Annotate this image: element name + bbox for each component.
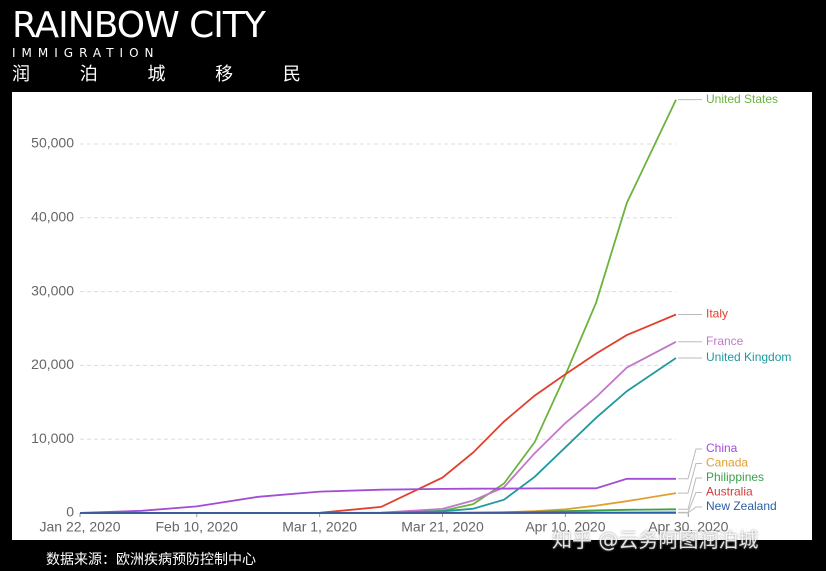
y-tick-label: 0	[66, 504, 74, 520]
series-line	[80, 99, 677, 514]
y-tick-label: 50,000	[31, 135, 74, 151]
logo: RAINBOW CITY IMMIGRATION 润 泊 城 移 民	[12, 6, 323, 88]
logo-cn: 润 泊 城 移 民	[12, 64, 323, 85]
x-tick-label: Mar 21, 2020	[401, 519, 484, 535]
label-connector	[678, 477, 702, 510]
watermark: 知乎 @云务阿图润泊城	[552, 528, 759, 552]
x-tick-label: Mar 1, 2020	[282, 519, 357, 535]
x-tick-label: Apr 10, 2020	[525, 519, 605, 535]
series-line	[79, 477, 676, 514]
series-label: Italy	[706, 307, 728, 321]
series-label: New Zealand	[706, 499, 777, 513]
logo-name: RAINBOW CITY	[12, 5, 266, 46]
logo-sub: IMMIGRATION	[12, 46, 160, 60]
label-connector	[678, 506, 702, 514]
chart: 0 10,000 20,000 30,000 40,000 50,000 Jan 22, 2…	[12, 92, 812, 540]
series-label: France	[706, 334, 744, 348]
series-label: Philippines	[706, 470, 764, 484]
series-line	[80, 313, 677, 514]
x-tick-label: Feb 10, 2020	[155, 519, 238, 535]
y-tick-label: 10,000	[31, 430, 74, 446]
label-connector	[678, 463, 702, 494]
series-label: Canada	[706, 456, 748, 470]
series-label: United States	[706, 92, 778, 106]
y-tick-label: 40,000	[31, 208, 74, 224]
label-connector	[678, 448, 702, 480]
x-tick-label: Jan 22, 2020	[40, 519, 121, 535]
series-label: United Kingdom	[706, 350, 791, 364]
y-tick-label: 30,000	[31, 282, 74, 298]
source: 数据来源：欧洲疾病预防控制中心	[46, 552, 256, 568]
y-tick-label: 20,000	[31, 356, 74, 372]
x-tick-label: Apr 30, 2020	[648, 519, 728, 535]
series-label: China	[706, 441, 738, 455]
series-label: Australia	[706, 485, 753, 499]
